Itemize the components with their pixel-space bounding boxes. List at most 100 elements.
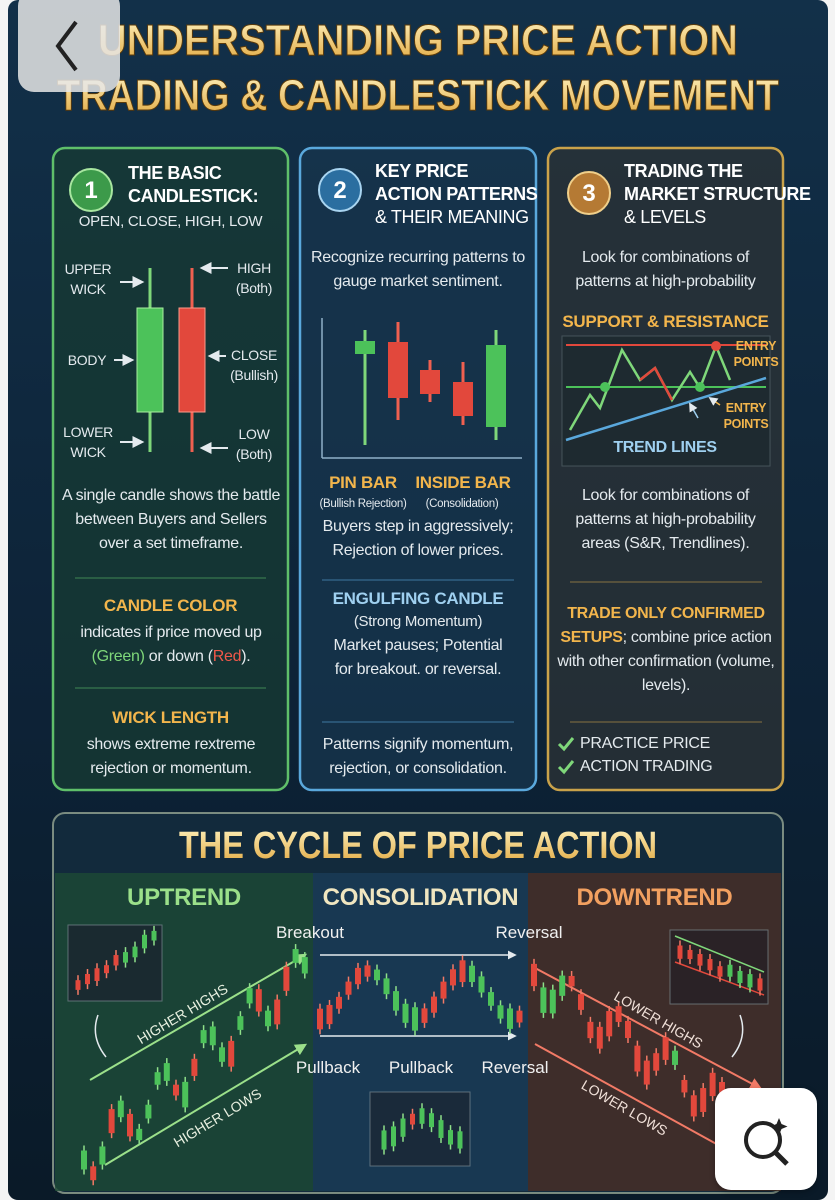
text: (Consolidation) xyxy=(425,498,499,510)
candle xyxy=(488,992,494,1006)
candle xyxy=(448,1130,453,1145)
rect xyxy=(136,307,164,413)
text: Market pauses; Potential for breakout. o… xyxy=(333,637,503,678)
text: ENTRY xyxy=(735,339,777,353)
candle xyxy=(90,1166,97,1181)
text: LOW xyxy=(238,426,270,442)
candle xyxy=(127,1113,133,1137)
candle xyxy=(429,1113,434,1128)
text: BODY xyxy=(67,352,107,368)
candle xyxy=(596,1026,603,1049)
rect xyxy=(561,335,771,467)
candle xyxy=(681,1079,688,1093)
candle xyxy=(531,963,537,987)
text: SUPPORT & RESISTANCE xyxy=(562,312,769,331)
text: TRADE ONLY CONFIRMED SETUPS xyxy=(560,605,765,646)
candle xyxy=(108,1109,115,1134)
candle xyxy=(336,996,342,1009)
text: MARKET STRUCTURE xyxy=(624,184,811,204)
polyline xyxy=(639,366,674,401)
candle xyxy=(662,1037,669,1060)
text: WICK xyxy=(70,281,106,297)
path xyxy=(731,1014,744,1058)
candle xyxy=(737,970,743,984)
text: & THEIR MEANING xyxy=(375,207,529,227)
candle xyxy=(292,949,299,963)
text: Look for combinations of patterns at hig… xyxy=(575,249,756,290)
candle xyxy=(700,1088,707,1112)
text: WICK xyxy=(70,444,106,460)
candle xyxy=(402,1003,409,1023)
candle xyxy=(317,1008,323,1030)
candle xyxy=(173,1084,179,1096)
path xyxy=(770,1118,788,1135)
rect xyxy=(178,307,206,413)
text: DOWNTREND xyxy=(576,884,733,911)
circle xyxy=(600,382,610,392)
line xyxy=(104,1043,308,1166)
candle xyxy=(677,945,683,959)
candle xyxy=(719,1082,725,1093)
candle xyxy=(421,1008,428,1023)
text: (Both) xyxy=(235,280,273,296)
candle-anatomy xyxy=(114,262,228,454)
candle xyxy=(478,976,485,993)
candle xyxy=(274,999,281,1025)
candle xyxy=(497,1005,504,1019)
back-button[interactable] xyxy=(18,0,120,92)
candle xyxy=(438,1120,444,1138)
text: TRADING THE xyxy=(624,161,743,181)
cycle-label: Breakout xyxy=(276,923,344,942)
text: HIGH xyxy=(237,260,271,276)
cycle-title: THE CYCLE OF PRICE ACTION xyxy=(179,825,657,867)
rect xyxy=(420,370,440,394)
candle xyxy=(717,966,723,977)
text: ENGULFING CANDLE xyxy=(332,589,504,608)
candle xyxy=(283,966,290,991)
text: shows extreme rextreme rejection or mome… xyxy=(86,736,256,777)
candle xyxy=(381,1130,387,1150)
text: ). xyxy=(241,648,251,665)
candle xyxy=(672,1050,678,1065)
candle xyxy=(457,1131,463,1149)
candle xyxy=(219,1047,225,1062)
candle xyxy=(345,981,352,995)
rect xyxy=(369,1091,471,1167)
text: WICK LENGTH xyxy=(112,708,229,727)
line xyxy=(773,1150,789,1166)
candle xyxy=(301,957,308,974)
text: A single candle shows the battle between… xyxy=(61,487,281,552)
text: ACTION PATTERNS xyxy=(375,184,538,204)
candle xyxy=(246,988,253,1004)
candle xyxy=(516,1010,523,1023)
text: (Strong Momentum) xyxy=(353,613,483,630)
cycle-candles xyxy=(81,944,754,1186)
text: CANDLESTICK: xyxy=(128,186,259,206)
text: POINTS xyxy=(723,417,769,431)
text: Red xyxy=(212,648,242,665)
text: indicates if price moved up xyxy=(80,624,262,641)
cycle-label: Pullback xyxy=(389,1058,454,1077)
number: 2 xyxy=(333,177,346,204)
lens-icon xyxy=(744,1118,789,1166)
text: (Both) xyxy=(235,446,273,462)
text: ENTRY xyxy=(725,401,767,415)
candle xyxy=(419,1108,425,1124)
circle xyxy=(744,1121,782,1159)
candle xyxy=(653,1053,660,1071)
text: POINTS xyxy=(733,355,779,369)
candle xyxy=(81,1150,87,1170)
candle xyxy=(145,1104,152,1119)
candle xyxy=(540,987,547,1013)
candle xyxy=(690,1095,697,1117)
candle xyxy=(142,934,147,949)
line xyxy=(89,953,308,1081)
text: CONSOLIDATION xyxy=(322,884,519,911)
candle xyxy=(228,1040,235,1067)
text: PIN BAR xyxy=(329,473,397,492)
candle xyxy=(606,1011,613,1037)
lens-button[interactable] xyxy=(715,1088,817,1190)
circle xyxy=(711,341,721,351)
